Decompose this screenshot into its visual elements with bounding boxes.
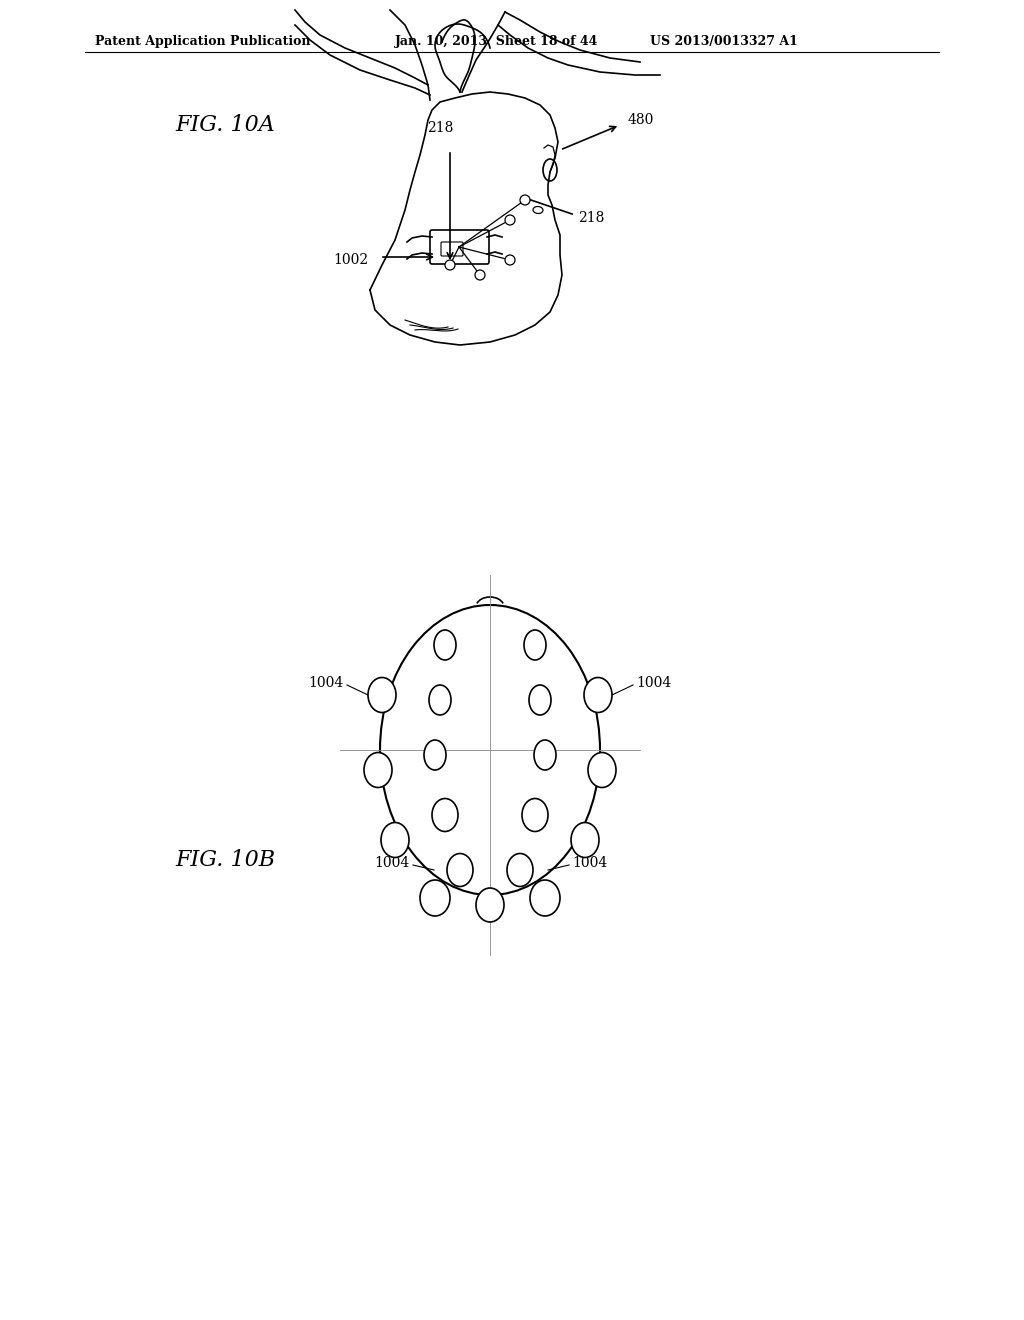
- Ellipse shape: [432, 799, 458, 832]
- FancyBboxPatch shape: [441, 242, 463, 256]
- Text: 1004: 1004: [309, 676, 344, 690]
- Ellipse shape: [445, 260, 455, 271]
- Ellipse shape: [420, 880, 450, 916]
- Ellipse shape: [476, 888, 504, 921]
- Ellipse shape: [571, 822, 599, 858]
- Ellipse shape: [505, 215, 515, 224]
- Ellipse shape: [530, 880, 560, 916]
- FancyBboxPatch shape: [430, 230, 489, 264]
- Ellipse shape: [434, 630, 456, 660]
- Ellipse shape: [507, 854, 534, 887]
- Text: FIG. 10A: FIG. 10A: [175, 114, 274, 136]
- Text: 480: 480: [628, 114, 654, 127]
- Ellipse shape: [475, 271, 485, 280]
- Text: FIG. 10B: FIG. 10B: [175, 849, 275, 871]
- Text: 1004: 1004: [636, 676, 672, 690]
- Ellipse shape: [522, 799, 548, 832]
- Text: Jan. 10, 2013  Sheet 18 of 44: Jan. 10, 2013 Sheet 18 of 44: [395, 36, 598, 48]
- Text: Patent Application Publication: Patent Application Publication: [95, 36, 310, 48]
- Ellipse shape: [368, 677, 396, 713]
- Ellipse shape: [520, 195, 530, 205]
- Ellipse shape: [381, 822, 409, 858]
- Text: 1004: 1004: [375, 855, 410, 870]
- Ellipse shape: [524, 630, 546, 660]
- Ellipse shape: [447, 854, 473, 887]
- Ellipse shape: [584, 677, 612, 713]
- Text: US 2013/0013327 A1: US 2013/0013327 A1: [650, 36, 798, 48]
- Text: 218: 218: [578, 211, 604, 224]
- Text: 218: 218: [427, 121, 454, 135]
- Text: 1002: 1002: [333, 253, 368, 267]
- Ellipse shape: [364, 752, 392, 788]
- Ellipse shape: [529, 685, 551, 715]
- Text: 1004: 1004: [572, 855, 607, 870]
- Ellipse shape: [588, 752, 616, 788]
- Ellipse shape: [505, 255, 515, 265]
- Ellipse shape: [424, 741, 446, 770]
- Ellipse shape: [534, 741, 556, 770]
- Ellipse shape: [429, 685, 451, 715]
